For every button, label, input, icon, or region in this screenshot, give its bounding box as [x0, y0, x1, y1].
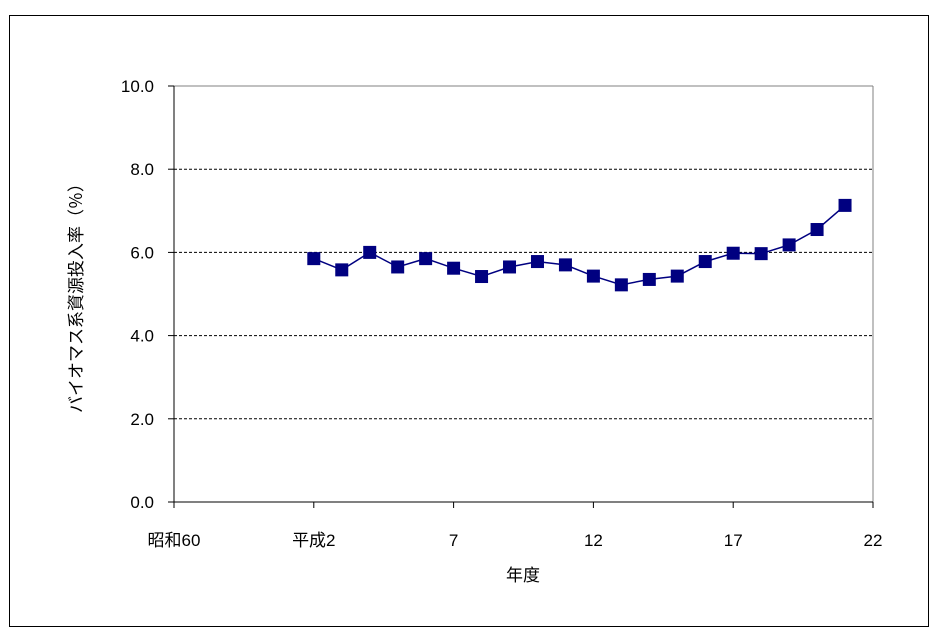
x-tick-label-1: 平成2	[292, 531, 335, 550]
data-point-0	[307, 252, 321, 266]
x-tick-label-4: 17	[724, 531, 743, 550]
data-point-8	[530, 255, 544, 269]
data-point-1	[335, 263, 349, 277]
tick-labels: 0.0 2.0 4.0 6.0 8.0 10.0 昭和60 平成2 7 12 17 22	[121, 77, 883, 550]
data-point-5	[447, 261, 461, 275]
y-axis-title: バイオマス系資源投入率（％）	[67, 175, 87, 413]
data-point-6	[475, 270, 489, 284]
x-tick-label-0: 昭和60	[148, 531, 201, 550]
data-point-3	[391, 260, 405, 274]
data-point-9	[558, 258, 572, 272]
y-tick-label-0: 0.0	[130, 493, 154, 512]
data-series	[307, 198, 852, 292]
y-tick-label-5: 10.0	[121, 77, 154, 96]
data-point-16	[754, 247, 768, 261]
x-tick-label-2: 7	[449, 531, 458, 550]
data-point-4	[419, 252, 433, 266]
data-point-15	[726, 246, 740, 260]
x-tick-label-5: 22	[864, 531, 883, 550]
x-tick-label-3: 12	[584, 531, 603, 550]
data-point-11	[614, 278, 628, 292]
data-point-19	[838, 198, 852, 212]
data-point-14	[698, 255, 712, 269]
data-point-10	[586, 269, 600, 283]
axes	[168, 85, 874, 508]
chart-frame	[9, 15, 929, 627]
data-point-17	[782, 238, 796, 252]
y-tick-label-1: 2.0	[130, 410, 154, 429]
x-axis-title: 年度	[506, 566, 540, 586]
y-tick-label-2: 4.0	[130, 327, 154, 346]
data-point-2	[363, 245, 377, 259]
data-point-12	[642, 272, 656, 286]
data-point-7	[503, 260, 517, 274]
y-tick-label-3: 6.0	[130, 243, 154, 262]
data-point-13	[670, 269, 684, 283]
gridlines	[174, 85, 873, 420]
data-point-18	[810, 223, 824, 237]
y-tick-label-4: 8.0	[130, 160, 154, 179]
